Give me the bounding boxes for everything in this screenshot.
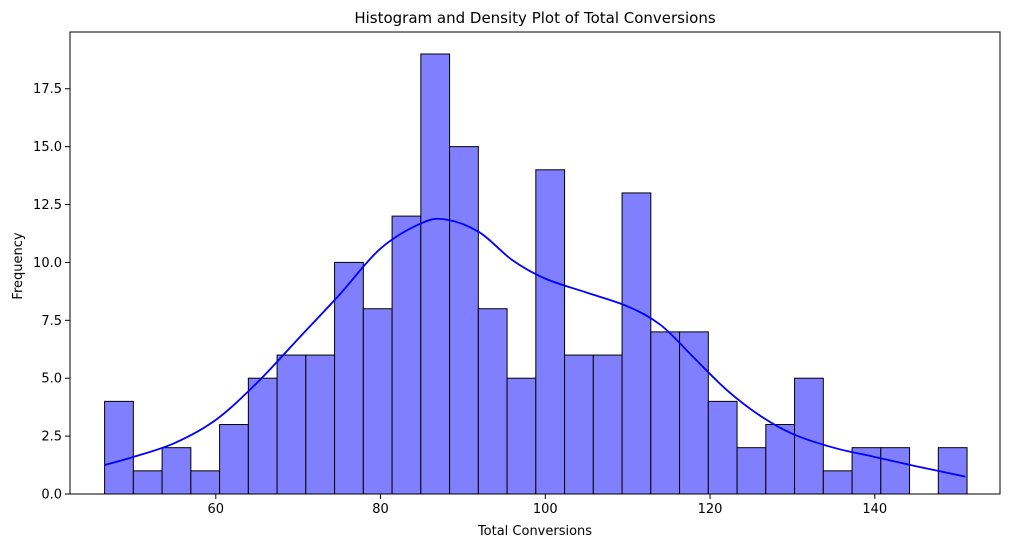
histogram-bar xyxy=(822,470,853,495)
y-axis-label: Frequency xyxy=(11,232,26,299)
histogram-bar xyxy=(420,53,451,495)
y-tick-label: 7.5 xyxy=(41,314,62,329)
histogram-bar xyxy=(449,146,479,495)
y-tick-label: 2.5 xyxy=(41,430,62,445)
y-tick-label: 10.0 xyxy=(33,256,62,271)
histogram-bar xyxy=(247,377,278,495)
histogram-bar xyxy=(391,215,422,495)
histogram-bar xyxy=(132,470,163,495)
histogram-bar xyxy=(707,400,738,495)
x-tick-label: 80 xyxy=(372,502,389,517)
histogram-bar xyxy=(161,447,192,495)
x-tick-label: 140 xyxy=(862,502,887,517)
histogram-bars xyxy=(104,53,968,495)
plot-frame xyxy=(69,31,1001,495)
histogram-bar xyxy=(362,308,393,495)
x-axis-label: Total Conversions xyxy=(477,524,592,539)
histogram-bar xyxy=(592,354,623,495)
x-tick-label: 120 xyxy=(698,502,723,517)
histogram-bar xyxy=(535,169,566,495)
x-axis-ticks: 60 80 100 120 140 xyxy=(208,494,887,517)
y-tick-label: 5.0 xyxy=(41,372,62,387)
y-tick-label: 0.0 xyxy=(41,488,62,503)
density-curve xyxy=(104,217,966,478)
histogram-bar xyxy=(794,377,824,495)
y-axis-ticks: 0.0 2.5 5.0 7.5 10.0 12.5 15.0 17.5 xyxy=(33,82,70,503)
histogram-bar xyxy=(765,424,796,495)
histogram-bar xyxy=(477,308,508,495)
histogram-bar xyxy=(305,354,336,495)
x-tick-label: 60 xyxy=(208,502,225,517)
y-tick-label: 15.0 xyxy=(33,140,62,155)
histogram-bar xyxy=(219,424,249,495)
chart-title: Histogram and Density Plot of Total Conv… xyxy=(354,9,716,27)
histogram-bar xyxy=(506,377,537,495)
histogram-bar xyxy=(564,354,594,495)
histogram-bar xyxy=(190,470,221,495)
histogram-bar xyxy=(276,354,307,495)
histogram-bar xyxy=(937,447,968,495)
histogram-bar xyxy=(880,447,911,495)
histogram-bar xyxy=(679,331,709,495)
histogram-bar xyxy=(621,192,652,495)
histogram-bar xyxy=(104,400,134,495)
y-tick-label: 12.5 xyxy=(33,198,62,213)
histogram-bar xyxy=(736,447,767,495)
y-tick-label: 17.5 xyxy=(33,82,62,97)
histogram-bar xyxy=(650,331,681,495)
x-tick-label: 100 xyxy=(533,502,558,517)
histogram-bar xyxy=(334,261,364,495)
